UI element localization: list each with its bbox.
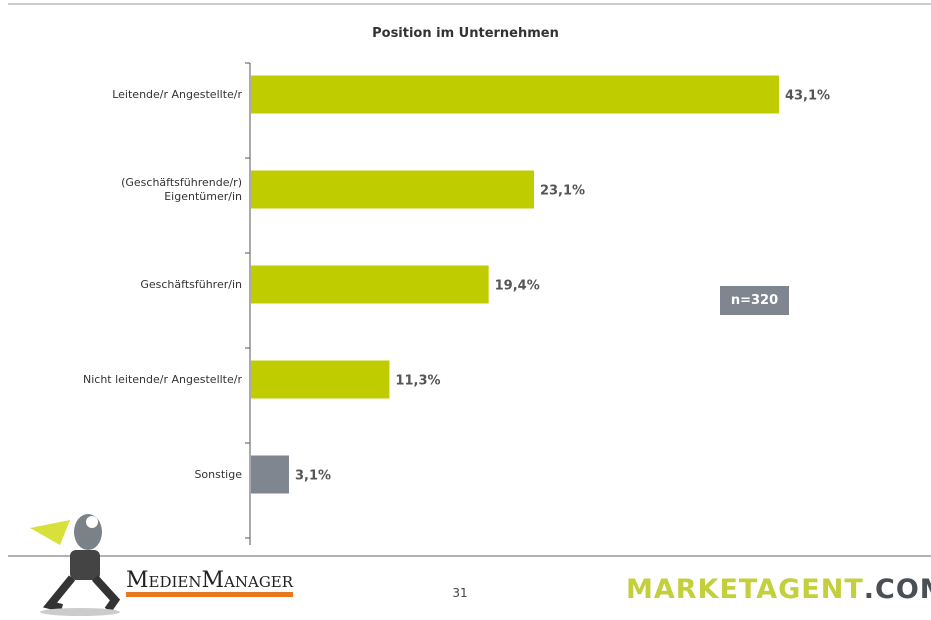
- page-number: 31: [452, 586, 468, 600]
- category-label: Geschäftsführer/in: [140, 277, 242, 291]
- logo-medienmanager: MedienManager: [126, 570, 294, 597]
- bar: [251, 360, 390, 399]
- category-label: Nicht leitende/r Angestellte/r: [82, 372, 242, 386]
- bar: [251, 265, 489, 304]
- bar: [251, 170, 534, 209]
- logo-suffix: .COM: [863, 574, 931, 605]
- mascot: [30, 514, 121, 616]
- bar: [251, 75, 779, 114]
- bar: [251, 455, 289, 494]
- logo-main: MARKETAGENT: [626, 574, 864, 605]
- sample-size: n=320: [720, 286, 789, 315]
- value-label: 3,1%: [295, 469, 331, 484]
- category-label: Leitende/r Angestellte/r: [112, 87, 242, 101]
- logo-marketagent: MARKETAGENT.COM: [626, 574, 931, 605]
- value-label: 23,1%: [540, 184, 585, 199]
- value-label: 11,3%: [395, 374, 440, 389]
- value-label: 19,4%: [495, 279, 540, 294]
- category-label: (Geschäftsführende/r) Eigentümer/in: [121, 175, 242, 203]
- chart-title: Position im Unternehmen: [372, 26, 559, 41]
- category-label: Sonstige: [194, 467, 242, 481]
- value-label: 43,1%: [785, 89, 830, 104]
